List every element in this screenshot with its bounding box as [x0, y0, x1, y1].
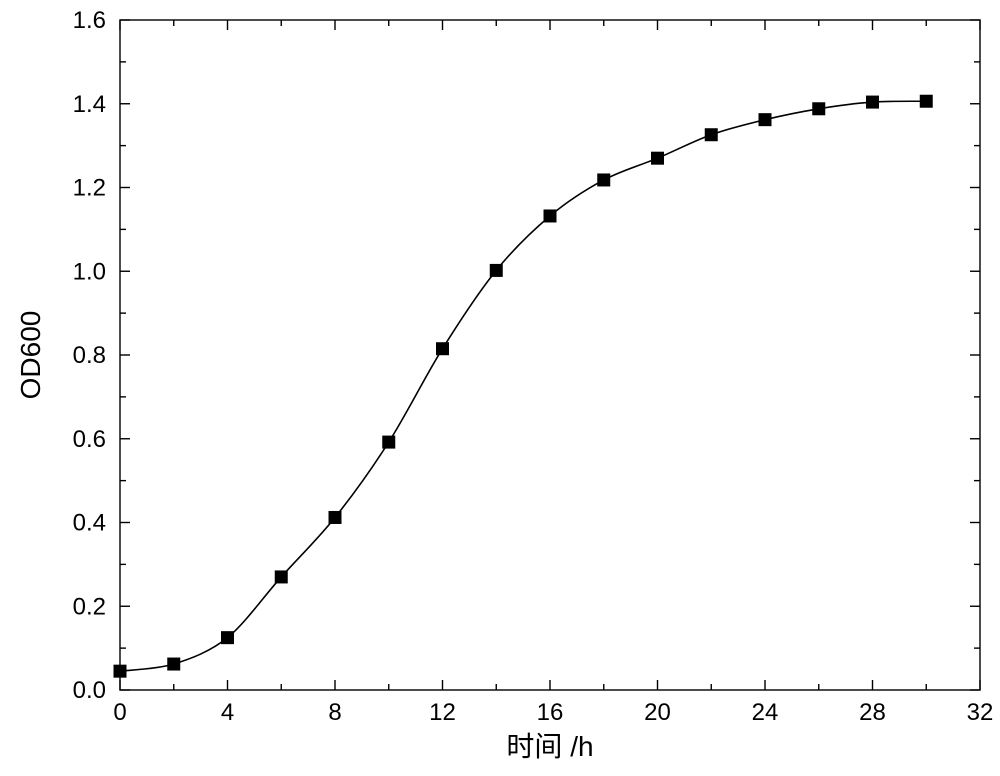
growth-curve-chart: 0 4 8 12 16 20 24 28 32 0.0 0.2 0.4 0.6 0.8 1.0 1.2 1.4 1…: [0, 0, 1000, 776]
data-marker: [222, 632, 234, 644]
x-tick-label: 24: [752, 699, 779, 726]
y-tick-label: 1.0: [73, 258, 106, 285]
data-marker: [275, 571, 287, 583]
data-marker: [813, 103, 825, 115]
y-tick-label: 0.2: [73, 593, 106, 620]
y-tick-label: 1.4: [73, 91, 106, 118]
x-tick-label: 20: [644, 699, 671, 726]
x-tick-label: 8: [328, 699, 341, 726]
data-marker: [114, 665, 126, 677]
x-tick-label: 4: [221, 699, 234, 726]
data-marker: [705, 129, 717, 141]
data-marker: [652, 152, 664, 164]
y-tick-label: 1.6: [73, 7, 106, 34]
y-tick-label: 0.4: [73, 510, 106, 537]
x-tick-label: 32: [967, 699, 994, 726]
y-tick-label: 0.0: [73, 677, 106, 704]
data-marker: [867, 96, 879, 108]
chart-svg: 0 4 8 12 16 20 24 28 32 0.0 0.2 0.4 0.6 0.8 1.0 1.2 1.4 1…: [0, 0, 1000, 776]
x-tick-label: 12: [429, 699, 456, 726]
data-marker: [168, 658, 180, 670]
data-marker: [437, 343, 449, 355]
x-axis-label: 时间 /h: [506, 731, 593, 762]
y-tick-label: 1.2: [73, 175, 106, 202]
x-tick-label: 28: [859, 699, 886, 726]
data-marker: [329, 511, 341, 523]
x-tick-label: 16: [537, 699, 564, 726]
data-marker: [490, 264, 502, 276]
x-tick-label: 0: [113, 699, 126, 726]
plot-frame: [120, 20, 980, 690]
data-marker: [383, 436, 395, 448]
y-tick-label: 0.8: [73, 342, 106, 369]
y-axis-label: OD600: [15, 311, 46, 400]
data-marker: [544, 210, 556, 222]
y-tick-label: 0.6: [73, 426, 106, 453]
data-marker: [920, 95, 932, 107]
series-line: [120, 101, 926, 671]
data-marker: [598, 174, 610, 186]
data-marker: [759, 114, 771, 126]
